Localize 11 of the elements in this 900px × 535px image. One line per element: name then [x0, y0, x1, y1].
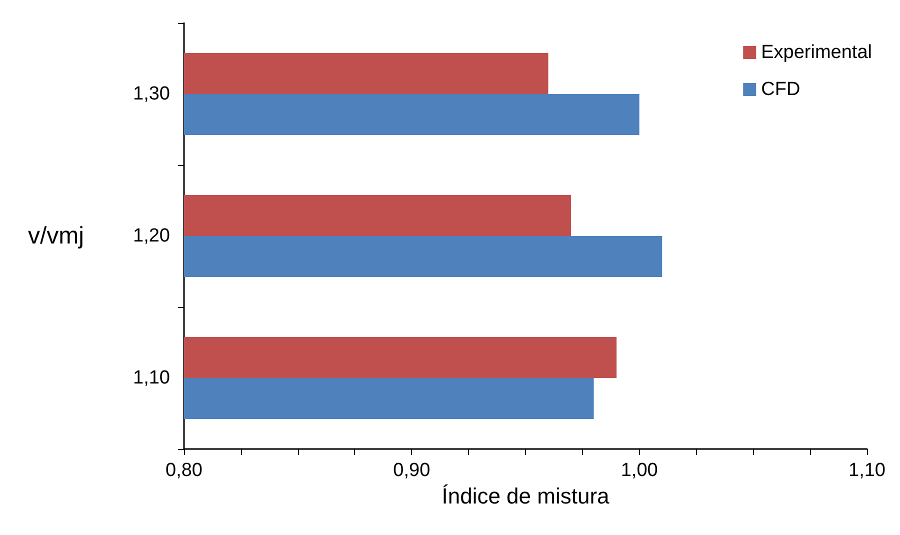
legend-label: Experimental — [761, 42, 872, 63]
y-axis-title: v/vmj — [28, 222, 84, 250]
x-axis-title: Índice de mistura — [442, 483, 610, 508]
y-tick-label: 1,20 — [133, 226, 170, 246]
x-tick-label: 1,10 — [848, 460, 886, 481]
y-tick-label: 1,10 — [133, 368, 170, 388]
x-tick-label: 0,90 — [393, 460, 430, 481]
y-tick-label: 1,30 — [133, 84, 170, 104]
x-tick-label: 0,80 — [166, 460, 202, 481]
x-tick-label: 1,00 — [620, 460, 658, 481]
legend-label: CFD — [761, 79, 800, 100]
